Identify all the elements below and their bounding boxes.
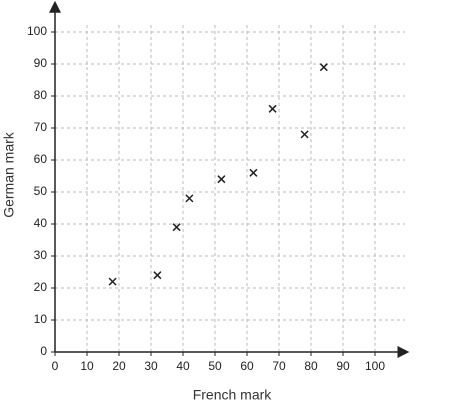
x-tick-label: 0 xyxy=(52,359,59,373)
x-tick-label: 10 xyxy=(80,359,94,373)
point xyxy=(319,63,328,72)
grid xyxy=(55,24,405,352)
point xyxy=(268,104,277,113)
point xyxy=(217,175,226,184)
point xyxy=(172,223,181,232)
x-tick-label: 50 xyxy=(208,359,222,373)
point xyxy=(153,271,162,280)
x-tick-label: 40 xyxy=(176,359,190,373)
y-axis-title: German mark xyxy=(1,131,17,218)
y-tick-label: 80 xyxy=(34,88,48,102)
y-tick-label: 50 xyxy=(34,184,48,198)
point xyxy=(300,130,309,139)
y-tick-label: 10 xyxy=(34,312,48,326)
x-tick-label: 30 xyxy=(144,359,158,373)
point xyxy=(108,277,117,286)
x-tick-label: 100 xyxy=(365,359,385,373)
point xyxy=(185,194,194,203)
x-axis-title: French mark xyxy=(193,387,273,403)
y-tick-label: 40 xyxy=(34,216,48,230)
x-tick-label: 60 xyxy=(240,359,254,373)
x-tick-label: 20 xyxy=(112,359,126,373)
point xyxy=(249,168,258,177)
x-tick-label: 70 xyxy=(272,359,286,373)
y-tick-label: 100 xyxy=(27,24,47,38)
y-tick-label: 0 xyxy=(40,344,47,358)
y-tick-label: 20 xyxy=(34,280,48,294)
y-tick-label: 70 xyxy=(34,120,48,134)
y-tick-label: 30 xyxy=(34,248,48,262)
x-tick-label: 80 xyxy=(304,359,318,373)
y-tick-label: 60 xyxy=(34,152,48,166)
x-tick-label: 90 xyxy=(336,359,350,373)
y-tick-label: 90 xyxy=(34,56,48,70)
